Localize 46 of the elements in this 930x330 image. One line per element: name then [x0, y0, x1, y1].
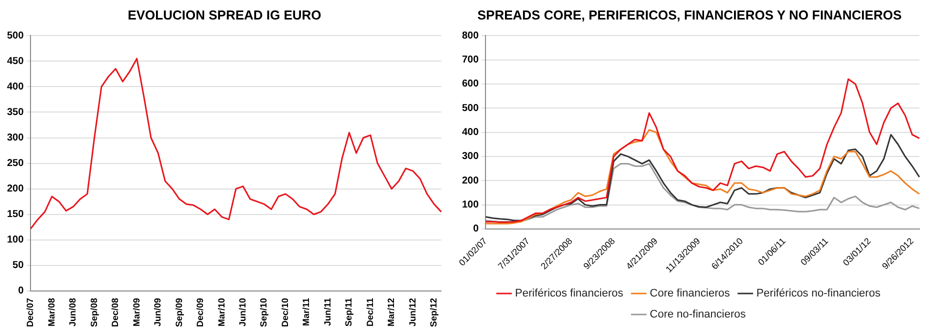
y-tick-label: 300 — [462, 151, 480, 162]
x-tick-label: Jun/11 — [322, 298, 332, 326]
x-tick-label: Dec/07 — [25, 298, 36, 328]
y-tick-label: 400 — [6, 81, 24, 92]
x-tick-label: Jun/09 — [152, 298, 163, 326]
y-tick-label: 100 — [462, 200, 480, 211]
x-tick-label: Mar/11 — [301, 298, 312, 326]
x-tick-label: Sep/11 — [344, 298, 354, 327]
y-tick-label: 0 — [473, 224, 480, 235]
y-tick-label: 400 — [462, 127, 480, 138]
y-tick-label: 200 — [462, 175, 480, 186]
x-tick-label: Sep/10 — [258, 298, 269, 328]
x-tick-label: Sep/12 — [428, 298, 439, 328]
x-tick-label: Sep/08 — [88, 298, 99, 328]
x-tick-label: Dec/10 — [280, 298, 290, 328]
x-tick-label: Mar/09 — [131, 298, 142, 327]
y-tick-label: 800 — [462, 30, 480, 42]
chart-title: EVOLUCION SPREAD IG EURO — [128, 7, 322, 22]
y-tick-label: 250 — [6, 158, 24, 170]
x-tick-label: Dec/08 — [110, 298, 120, 328]
legend-label: Periféricos financieros — [515, 288, 624, 300]
y-tick-label: 600 — [462, 78, 480, 90]
x-tick-label: Sep/09 — [174, 298, 184, 328]
y-tick-label: 700 — [462, 54, 480, 66]
y-tick-label: 500 — [462, 102, 480, 114]
y-tick-label: 0 — [18, 286, 24, 297]
y-tick-label: 100 — [6, 234, 24, 246]
y-tick-label: 500 — [6, 30, 24, 42]
legend-label: Core financieros — [650, 288, 730, 300]
y-tick-label: 450 — [6, 56, 24, 67]
x-tick-label: Jun/10 — [238, 298, 248, 326]
x-tick-label: Dec/09 — [195, 298, 206, 328]
legend-label: Core no-financieros — [650, 308, 746, 321]
y-tick-label: 200 — [6, 184, 24, 195]
x-tick-label: Jun/12 — [407, 298, 418, 326]
x-tick-label: Mar/10 — [216, 298, 226, 327]
chart-title: SPREADS CORE, PERIFERICOS, FINANCIEROS Y NO FINANCIEROS — [477, 7, 902, 22]
y-tick-label: 150 — [6, 209, 24, 220]
x-tick-label: Mar/08 — [46, 298, 56, 327]
x-tick-label: Jun/08 — [68, 298, 78, 326]
x-tick-label: Dec/11 — [364, 298, 375, 327]
x-tick-label: Mar/12 — [386, 298, 396, 327]
y-tick-label: 300 — [6, 132, 24, 144]
y-tick-label: 350 — [6, 106, 24, 118]
legend-label: Periféricos no-financieros — [756, 288, 881, 300]
y-tick-label: 50 — [12, 260, 24, 272]
